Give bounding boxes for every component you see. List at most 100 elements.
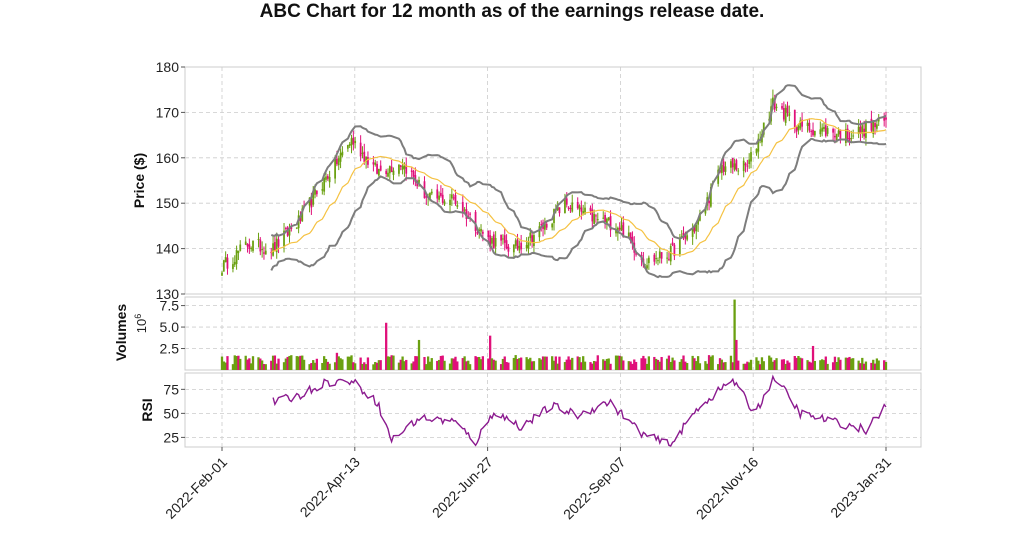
- volume-bar: [359, 357, 362, 370]
- volume-bar: [308, 364, 311, 370]
- candle-body: [824, 125, 827, 136]
- volume-bar: [375, 362, 379, 370]
- candle-body: [538, 226, 541, 238]
- candle-body: [261, 248, 264, 250]
- volume-bar: [656, 359, 660, 370]
- volume-bar: [401, 356, 404, 370]
- candle-body: [875, 124, 878, 129]
- volume-bar: [875, 358, 879, 370]
- volume-bar: [717, 364, 720, 370]
- candle-body: [436, 189, 439, 199]
- candle-body: [295, 227, 298, 229]
- candle-body: [762, 122, 765, 135]
- volume-bar: [831, 362, 835, 370]
- volume-bar: [299, 355, 302, 370]
- candle-body: [730, 161, 732, 168]
- volume-bar: [538, 358, 541, 370]
- candle-body: [788, 113, 791, 117]
- candle-body: [781, 106, 783, 109]
- candle-body: [850, 138, 853, 140]
- rsi-tick-label: 50: [163, 405, 179, 421]
- volume-bar: [390, 355, 393, 370]
- volume-bar: [602, 359, 605, 370]
- candle-body: [505, 240, 508, 249]
- candle-body: [813, 130, 816, 136]
- volume-bar: [290, 355, 293, 370]
- candle-body: [782, 108, 785, 120]
- volume-bar: [551, 356, 554, 370]
- volume-bar: [640, 358, 643, 370]
- volume-bar: [821, 359, 824, 370]
- candle-body: [467, 215, 470, 217]
- volume-bar: [339, 358, 342, 370]
- candle-body: [441, 194, 444, 203]
- candle-body: [695, 224, 698, 232]
- volume-bar: [707, 355, 711, 370]
- candle-body: [835, 134, 838, 141]
- volume-bar: [270, 360, 273, 370]
- volume-bar: [861, 357, 864, 370]
- volume-bar: [768, 355, 771, 370]
- candle-body: [263, 252, 265, 254]
- volume-bar: [507, 362, 510, 370]
- candle-body: [859, 126, 862, 134]
- x-tick-label: 2022-Sep-07: [560, 454, 629, 523]
- candle-body: [567, 207, 570, 209]
- candle-body: [742, 160, 745, 172]
- candle-body: [425, 196, 428, 198]
- volume-bar: [552, 360, 556, 370]
- volume-bar: [718, 358, 722, 370]
- candle-body: [312, 191, 315, 205]
- volume-bar: [771, 361, 775, 370]
- volume-bar: [377, 360, 381, 370]
- candle-body: [593, 214, 596, 224]
- volume-bar: [494, 360, 497, 370]
- candle-body: [310, 198, 313, 208]
- volume-bar: [529, 357, 532, 370]
- candle-body: [819, 129, 822, 135]
- candle-body: [635, 253, 637, 255]
- candle-body: [697, 219, 700, 225]
- volume-bar: [833, 356, 837, 370]
- volume-bar: [607, 358, 610, 370]
- volume-panel: 2.5 5.0 7.5 Volumes 106: [113, 296, 922, 371]
- volume-bar: [352, 362, 355, 370]
- volume-bar: [277, 358, 280, 370]
- volume-bar: [425, 364, 428, 370]
- candle-body: [248, 244, 251, 249]
- candle-body: [363, 151, 366, 162]
- candle-body: [773, 99, 776, 110]
- candle-body: [244, 241, 247, 245]
- volume-bar: [563, 362, 567, 370]
- volume-bar: [532, 361, 536, 370]
- candle-body: [784, 107, 787, 123]
- candle-body: [746, 165, 749, 167]
- candle-body: [250, 248, 253, 250]
- candle-body: [810, 131, 813, 133]
- volume-bar: [698, 363, 702, 370]
- volume-bar: [246, 359, 249, 370]
- candle-body: [812, 129, 814, 136]
- volume-bar: [810, 362, 813, 370]
- candle-body: [797, 126, 800, 131]
- candle-body: [328, 177, 331, 183]
- volume-bar: [645, 363, 649, 370]
- candle-body: [277, 239, 280, 247]
- candle-body: [246, 243, 249, 247]
- volume-bar: [569, 359, 572, 370]
- volume-bar: [711, 355, 714, 370]
- volume-bar: [284, 358, 287, 370]
- candle-body: [274, 242, 276, 251]
- volume-bar: [366, 357, 370, 370]
- volume-bar: [479, 359, 483, 370]
- candle-body: [237, 250, 240, 254]
- candle-body: [578, 205, 581, 210]
- x-axis: 2022-Feb-01 2022-Apr-13 2022-Jun-27 2022-Se…: [162, 447, 894, 522]
- rsi-line: [272, 374, 887, 447]
- rsi-panel: 25 50 75 RSI: [139, 372, 922, 448]
- volume-bar: [797, 356, 800, 370]
- volume-bar: [520, 357, 523, 370]
- volume-bar: [706, 363, 709, 370]
- candle-body: [684, 234, 687, 239]
- volume-bar: [775, 358, 778, 370]
